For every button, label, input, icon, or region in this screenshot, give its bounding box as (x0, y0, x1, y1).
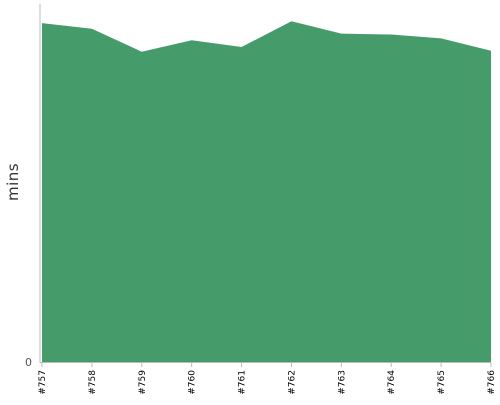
y-axis-label: mins (4, 163, 22, 201)
x-tick-label: #764 (387, 370, 397, 395)
y-tick-label: 0 (25, 356, 32, 369)
x-tick-label: #759 (138, 370, 148, 395)
x-tick-label: #758 (88, 370, 98, 395)
axes (39, 4, 492, 367)
x-tick-label: #765 (437, 370, 447, 395)
plot-area (42, 21, 491, 362)
x-tick-label: #761 (238, 370, 248, 395)
area-series-0 (42, 21, 491, 362)
x-tick-label: #763 (337, 370, 347, 395)
x-tick-label: #766 (487, 370, 497, 395)
x-tick-label: #760 (188, 370, 198, 395)
x-tick-label: #757 (38, 370, 48, 395)
tick-labels: 0 #757 #758 #759 #760 #761 #762 #763 #764 #765 #76… (25, 356, 497, 395)
x-tick-label: #762 (287, 370, 297, 395)
